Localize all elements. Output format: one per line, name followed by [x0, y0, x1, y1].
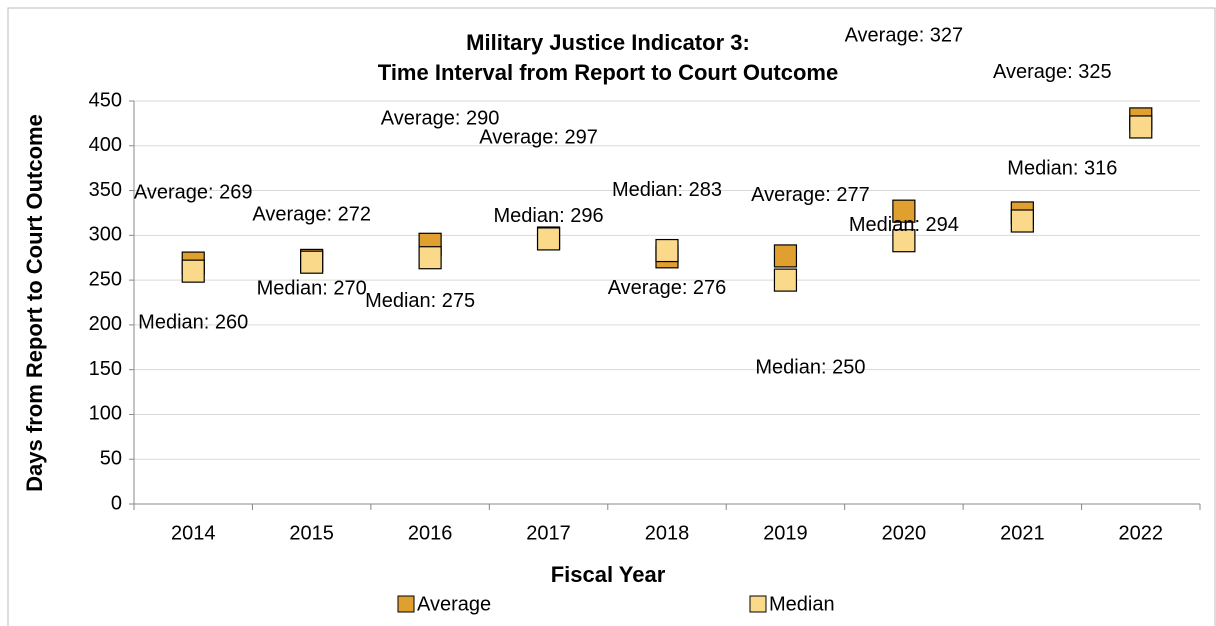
x-tick-label: 2015 — [289, 522, 334, 544]
x-tick-label: 2021 — [1000, 522, 1045, 544]
chart-title: Military Justice Indicator 3: — [466, 30, 750, 55]
data-label: Median: 283 — [612, 179, 722, 201]
y-tick-label: 450 — [89, 89, 122, 111]
marker — [300, 250, 324, 274]
marker — [892, 229, 916, 253]
x-tick-label: 2022 — [1119, 522, 1164, 544]
data-label: Average: 277 — [751, 184, 870, 206]
y-tick-label: 300 — [89, 224, 122, 246]
x-tick-label: 2016 — [408, 522, 453, 544]
legend-swatch — [749, 595, 767, 613]
x-tick-label: 2018 — [645, 522, 690, 544]
data-label: Average: 276 — [608, 277, 727, 299]
y-axis-label: Days from Report to Court Outcome — [22, 114, 47, 492]
x-tick-label: 2014 — [171, 522, 216, 544]
marker — [773, 268, 798, 292]
marker — [1129, 115, 1153, 139]
marker — [1010, 209, 1034, 233]
data-label: Average: 327 — [845, 24, 964, 46]
y-tick-label: 400 — [89, 134, 122, 156]
data-label: Average: 269 — [134, 181, 253, 203]
data-label: Average: 297 — [479, 126, 598, 148]
y-tick-label: 0 — [111, 492, 122, 514]
data-label: Average: 290 — [381, 108, 500, 130]
marker — [655, 238, 679, 263]
x-tick-label: 2020 — [882, 522, 927, 544]
marker — [773, 244, 798, 268]
y-tick-label: 50 — [100, 448, 122, 470]
data-label: Median: 270 — [257, 277, 367, 299]
data-label: Average: 272 — [252, 204, 371, 226]
data-label: Median: 275 — [365, 290, 475, 312]
y-tick-label: 350 — [89, 179, 122, 201]
marker — [536, 227, 561, 251]
y-tick-label: 100 — [89, 403, 122, 425]
data-label: Average: 325 — [993, 61, 1112, 83]
x-tick-label: 2019 — [763, 522, 808, 544]
y-tick-label: 150 — [89, 358, 122, 380]
marker — [418, 246, 442, 270]
legend-label: Average — [417, 593, 491, 615]
data-label: Median: 260 — [138, 311, 248, 333]
marker — [181, 259, 205, 283]
data-label: Median: 294 — [849, 214, 959, 236]
y-tick-label: 200 — [89, 313, 122, 335]
y-tick-label: 250 — [89, 268, 122, 290]
data-label: Median: 296 — [494, 205, 604, 227]
chart-frame — [7, 7, 1216, 626]
legend-swatch — [397, 595, 415, 613]
data-label: Median: 316 — [1007, 157, 1117, 179]
data-label: Median: 250 — [755, 356, 865, 378]
marker — [892, 199, 916, 223]
x-tick-label: 2017 — [526, 522, 571, 544]
x-axis-label: Fiscal Year — [551, 562, 666, 587]
chart-title: Time Interval from Report to Court Outco… — [378, 60, 838, 85]
legend-label: Median — [769, 593, 835, 615]
